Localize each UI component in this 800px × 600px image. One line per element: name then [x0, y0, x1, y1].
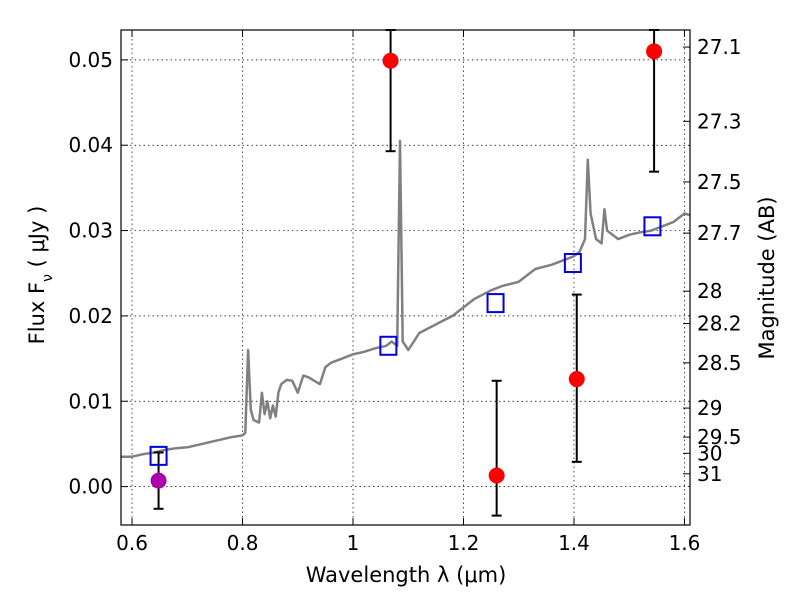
right-tick-label: 28.5 [697, 351, 742, 375]
detection-point [488, 467, 505, 484]
right-tick-label: 28.2 [697, 312, 742, 336]
model-point-square [563, 252, 582, 273]
right-tick-label: 27.3 [697, 109, 742, 133]
y-tick-label: 0.01 [68, 389, 113, 413]
error-bars [153, 29, 660, 517]
right-tick-label: 30 [697, 441, 722, 465]
model-point-square [379, 335, 398, 356]
spectrum-line [121, 139, 691, 458]
y-axis-label-unit: ( μJy ) [25, 206, 49, 274]
x-axis-label: Wavelength λ (μm) [306, 563, 507, 587]
right-tick-label: 27.7 [697, 221, 742, 245]
grid-lines [121, 30, 690, 525]
y-tick-label: 0.02 [68, 304, 113, 328]
right-tick-label: 27.1 [697, 35, 742, 59]
detection-point [382, 52, 399, 69]
right-tick-label: 29 [697, 396, 722, 420]
y-tick-labels: 0.00 0.01 0.02 0.03 0.04 0.05 [68, 48, 113, 499]
y-tick-label: 0.04 [68, 133, 113, 157]
y-axis-label: Flux Fν ( μJy ) [25, 206, 56, 345]
y-tick-label: 0.05 [68, 48, 113, 72]
y-axis-label-sub: ν [40, 274, 56, 282]
x-tick-label: 1.4 [558, 531, 590, 555]
model-point-square [643, 216, 662, 237]
y-tick-label: 0.03 [68, 219, 113, 243]
right-tick-label: 29.5 [697, 425, 742, 449]
right-axis-label: Magnitude (AB) [755, 196, 779, 359]
model-point-square [486, 293, 505, 314]
x-tick-label: 1 [347, 531, 360, 555]
x-tick-labels: 0.6 0.8 1 1.2 1.4 1.6 [116, 531, 700, 555]
y-tick-label: 0.00 [68, 475, 113, 499]
right-tick-label: 27.5 [697, 170, 742, 194]
detection-point [568, 371, 585, 388]
model-point-square [149, 445, 168, 466]
purple-point [150, 472, 167, 489]
x-tick-label: 1.2 [448, 531, 480, 555]
x-tick-label: 1.6 [669, 531, 701, 555]
tick-marks [121, 30, 690, 525]
data-points [149, 43, 663, 489]
x-tick-label: 0.6 [116, 531, 148, 555]
right-tick-label: 31 [697, 462, 722, 486]
detection-point [646, 43, 663, 60]
x-tick-label: 0.8 [227, 531, 259, 555]
y-axis-label-main: Flux F [25, 282, 49, 344]
model-spectrum [121, 139, 691, 458]
plot-frame [120, 29, 691, 526]
right-tick-label: 28 [697, 279, 722, 303]
